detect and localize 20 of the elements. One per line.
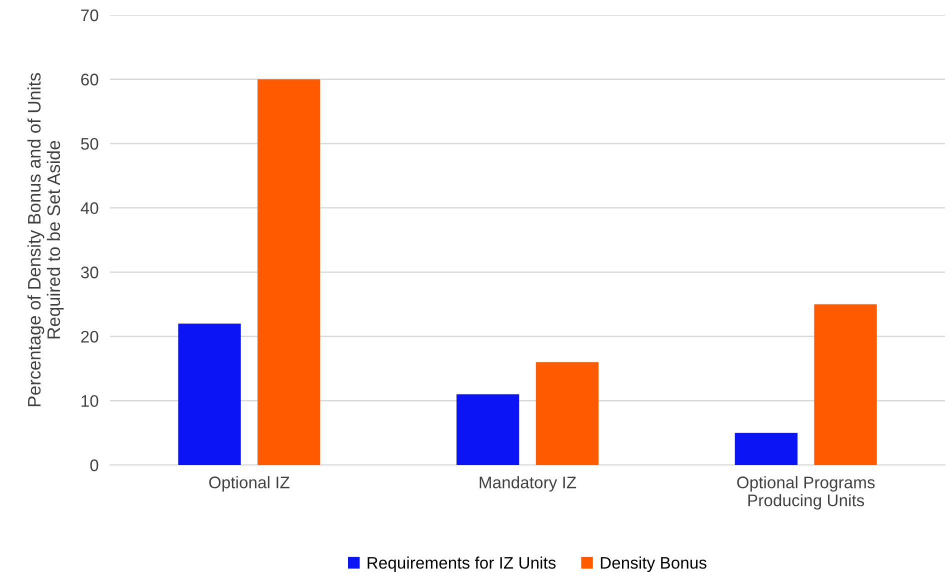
x-tick-label: Optional Programs Producing Units	[737, 476, 875, 510]
bar	[258, 79, 320, 465]
y-tick-label: 0	[90, 459, 98, 472]
bar	[734, 432, 798, 465]
y-axis-title: Percentage of Density Bonus and of Units Required to be Set Aside	[27, 73, 64, 406]
bar	[536, 362, 598, 465]
y-tick-label: 40	[80, 202, 98, 214]
legend-label: Density Bonus	[600, 556, 706, 572]
bar	[178, 324, 241, 465]
y-tick-label: 60	[81, 74, 98, 86]
x-tick-label: Optional IZ	[209, 476, 290, 492]
x-tick-label: Mandatory IZ	[480, 476, 576, 492]
y-tick-label: 70	[81, 9, 98, 22]
bar	[814, 304, 877, 465]
legend-label: Requirements for IZ Units	[368, 556, 556, 572]
y-tick-label: 30	[80, 266, 98, 278]
y-tick-label: 20	[81, 330, 98, 343]
y-tick-label: 50	[81, 138, 98, 150]
bar	[456, 394, 520, 465]
y-tick-label: 10	[82, 395, 98, 407]
